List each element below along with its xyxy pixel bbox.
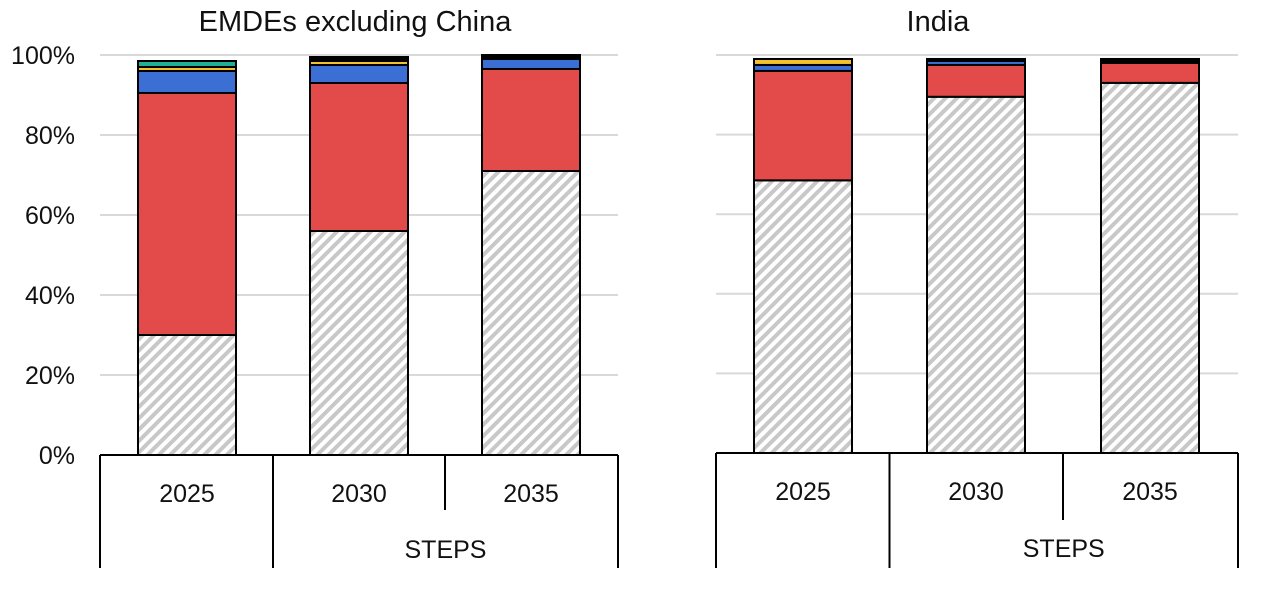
group-label-steps: STEPS (1023, 535, 1105, 563)
y-tick-label: 80% (25, 122, 75, 150)
panel-emdes-excluding-china: EMDEs excluding China 0% 20% 40% 60% 80% 100% 2… (11, 6, 619, 568)
y-tick-label: 0% (39, 442, 75, 470)
y-tick-label: 60% (25, 202, 75, 230)
group-label-steps: STEPS (405, 536, 487, 564)
bar-2025-segment-4 (137, 60, 237, 68)
x-tick-label-2025: 2025 (775, 478, 831, 506)
x-tick-label-2035: 2035 (1122, 478, 1178, 506)
bar-2035-segment-0 (481, 170, 581, 456)
bar-2030-segment-1 (926, 63, 1026, 98)
y-tick-label: 100% (11, 42, 75, 70)
y-tick-label: 40% (25, 282, 75, 310)
bar-2030-segment-1 (309, 82, 409, 232)
bar-2025-segment-3 (753, 57, 853, 66)
bar-2035-segment-2 (481, 58, 581, 70)
bar-2030-segment-4 (926, 57, 1026, 62)
bar-2025-segment-1 (753, 69, 853, 182)
x-tick-label-2030: 2030 (948, 478, 1004, 506)
panel-title: EMDEs excluding China (199, 6, 513, 38)
bar-2030-segment-5 (309, 56, 409, 60)
bar-2025-segment-2 (137, 70, 237, 94)
x-tick-label-2035: 2035 (503, 480, 559, 508)
bar-2035-segment-1 (481, 68, 581, 172)
bar-2035-segment-5 (481, 54, 581, 58)
x-tick-label-2025: 2025 (159, 480, 215, 508)
x-tick-label-2030: 2030 (331, 480, 387, 508)
bar-2035-segment-4 (1100, 57, 1200, 62)
bar-2035-segment-0 (1100, 81, 1200, 455)
bar-2025-segment-1 (137, 92, 237, 336)
y-tick-label: 20% (25, 362, 75, 390)
bar-2030-segment-2 (309, 64, 409, 84)
bar-2025-segment-0 (753, 179, 853, 454)
panel-title: India (907, 6, 971, 38)
bar-2035-segment-1 (1100, 61, 1200, 84)
bar-2030-segment-0 (926, 95, 1026, 454)
bar-2030-segment-0 (309, 230, 409, 456)
panel-india: India 2025 2030 2035 STEPS (715, 6, 1239, 568)
bar-2025-segment-0 (137, 334, 237, 456)
